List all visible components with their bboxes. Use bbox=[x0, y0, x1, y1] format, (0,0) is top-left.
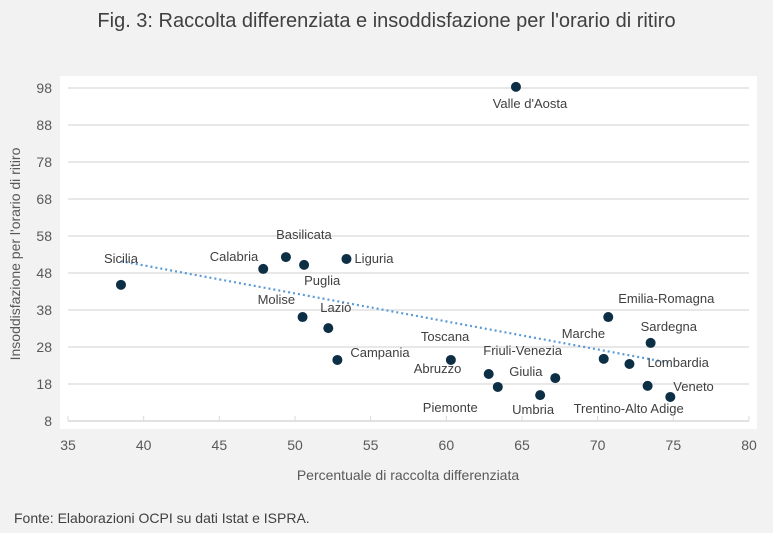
y-tick-label: 38 bbox=[36, 302, 52, 318]
data-label: Puglia bbox=[304, 273, 341, 288]
data-label: Valle d'Aosta bbox=[493, 96, 568, 111]
x-tick-label: 75 bbox=[666, 437, 682, 453]
data-label: Umbria bbox=[512, 402, 555, 417]
y-tick-label: 88 bbox=[36, 117, 52, 133]
x-axis-title: Percentuale di raccolta differenziata bbox=[297, 467, 520, 483]
x-tick-label: 65 bbox=[514, 437, 530, 453]
data-point bbox=[115, 279, 126, 290]
x-tick-label: 50 bbox=[287, 437, 303, 453]
y-tick-label: 58 bbox=[36, 228, 52, 244]
data-point bbox=[323, 323, 334, 334]
data-label: Sardegna bbox=[641, 319, 698, 334]
data-point bbox=[483, 369, 494, 380]
data-label: Giulia bbox=[509, 364, 543, 379]
data-label: Friuli-Venezia bbox=[483, 343, 563, 358]
data-label: Liguria bbox=[354, 251, 394, 266]
x-tick-label: 60 bbox=[439, 437, 455, 453]
data-point bbox=[598, 353, 609, 364]
data-label: Calabria bbox=[210, 249, 259, 264]
data-label: Basilicata bbox=[276, 227, 332, 242]
data-point bbox=[645, 337, 656, 348]
data-point bbox=[280, 252, 291, 263]
source-note: Fonte: Elaborazioni OCPI su dati Istat e… bbox=[14, 510, 310, 526]
data-point bbox=[550, 373, 561, 384]
y-tick-label: 78 bbox=[36, 154, 52, 170]
x-tick-label: 70 bbox=[590, 437, 606, 453]
data-label: Sicilia bbox=[104, 251, 139, 266]
x-tick-label: 55 bbox=[363, 437, 379, 453]
y-tick-label: 18 bbox=[36, 376, 52, 392]
data-point bbox=[258, 263, 269, 274]
data-point bbox=[510, 81, 521, 92]
y-axis-title: Insoddisfazione per l'orario di ritiro bbox=[7, 147, 23, 360]
data-label: Lazio bbox=[320, 300, 351, 315]
y-tick-label: 28 bbox=[36, 339, 52, 355]
trendline bbox=[120, 260, 671, 364]
data-point bbox=[642, 380, 653, 391]
x-tick-label: 45 bbox=[212, 437, 228, 453]
chart-title: Fig. 3: Raccolta differenziata e insoddi… bbox=[97, 10, 676, 32]
data-label: Emilia-Romagna bbox=[618, 291, 715, 306]
data-point bbox=[624, 359, 635, 370]
data-point bbox=[299, 259, 310, 270]
data-label: Veneto bbox=[673, 379, 714, 394]
data-point bbox=[492, 381, 503, 392]
data-point bbox=[341, 253, 352, 264]
data-label: Abruzzo bbox=[414, 361, 462, 376]
data-label: Trentino-Alto Adige bbox=[574, 401, 684, 416]
x-tick-label: 35 bbox=[60, 437, 76, 453]
y-tick-label: 48 bbox=[36, 265, 52, 281]
plot-area bbox=[60, 76, 757, 429]
data-point bbox=[535, 390, 546, 401]
y-tick-label: 98 bbox=[36, 80, 52, 96]
data-label: Marche bbox=[562, 326, 605, 341]
data-point bbox=[665, 391, 676, 402]
x-tick-label: 80 bbox=[741, 437, 757, 453]
data-label: Lombardia bbox=[647, 355, 709, 370]
x-tick-label: 40 bbox=[136, 437, 152, 453]
data-label: Campania bbox=[350, 345, 410, 360]
y-tick-label: 8 bbox=[44, 413, 52, 429]
data-point bbox=[332, 354, 343, 365]
data-point bbox=[603, 312, 614, 323]
data-point bbox=[297, 312, 308, 323]
y-tick-label: 68 bbox=[36, 191, 52, 207]
data-point bbox=[445, 354, 456, 365]
data-label: Toscana bbox=[421, 329, 470, 344]
data-label: Piemonte bbox=[423, 400, 478, 415]
data-label: Molise bbox=[258, 292, 296, 307]
